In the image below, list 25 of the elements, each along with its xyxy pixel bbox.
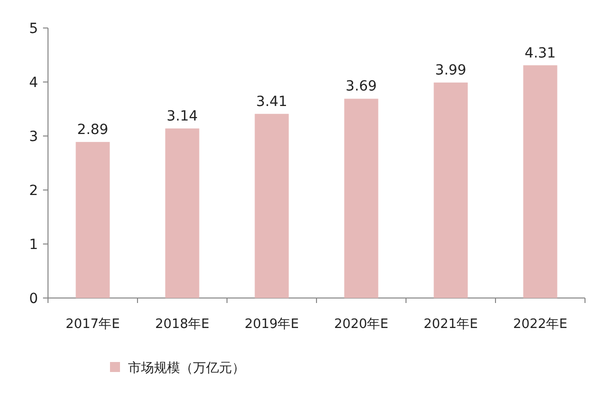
- data-label: 3.99: [435, 62, 466, 79]
- bar: [523, 65, 558, 298]
- y-tick-label: 0: [29, 291, 38, 307]
- y-tick-label: 3: [29, 129, 38, 145]
- x-tick-label: 2021年E: [424, 317, 478, 332]
- bar: [165, 128, 200, 298]
- bar: [344, 98, 378, 298]
- y-tick-label: 1: [29, 237, 38, 253]
- data-label: 3.41: [256, 94, 288, 110]
- y-tick-label: 2: [29, 183, 38, 199]
- bar: [76, 142, 110, 298]
- legend-label: 市场规模（万亿元）: [128, 361, 245, 376]
- data-label: 3.69: [346, 78, 377, 95]
- data-label: 2.89: [77, 122, 108, 138]
- bar: [434, 82, 468, 298]
- bar: [254, 114, 289, 298]
- y-tick-label: 4: [29, 75, 38, 91]
- x-tick-label: 2019年E: [244, 317, 299, 332]
- data-label: 3.14: [166, 108, 198, 124]
- x-tick-label: 2022年E: [513, 317, 568, 332]
- x-tick-label: 2020年E: [334, 317, 388, 332]
- y-tick-label: 5: [29, 21, 38, 37]
- x-tick-label: 2017年E: [66, 317, 120, 332]
- data-label: 4.31: [524, 45, 556, 62]
- x-tick-label: 2018年E: [155, 317, 210, 332]
